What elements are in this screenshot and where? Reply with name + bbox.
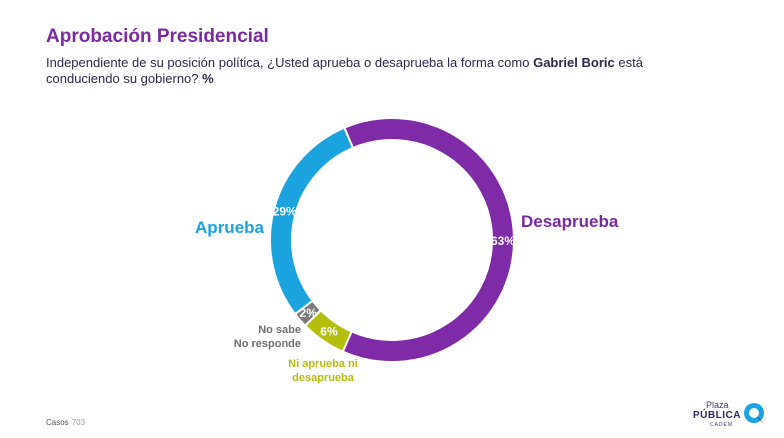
slice-desaprueba [341, 117, 515, 363]
casos-value: 703 [71, 418, 86, 427]
label-ni-aprueba-line2: desaprueba [292, 372, 354, 384]
label-ni-aprueba: Ni aprueba ni desaprueba [263, 357, 383, 385]
plaza-publica-logo: Plaza PÚBLICA CADEM [690, 400, 770, 430]
label-no-sabe-line2: No responde [233, 338, 301, 350]
slice-aprueba [269, 126, 355, 316]
logo-line1: Plaza [706, 400, 729, 410]
logo-bubble-icon [744, 403, 764, 424]
chart-title: Aprobación Presidencial [46, 26, 269, 47]
subtitle-text-1: Independiente de su posición política, ¿… [46, 55, 534, 70]
label-desaprueba: Desaprueba [521, 212, 619, 231]
casos-label: Casos [46, 418, 69, 427]
slice-value-aprueba: 29% [273, 205, 297, 219]
label-aprueba: Aprueba [195, 218, 264, 237]
subtitle-unit: % [202, 71, 214, 86]
label-ni-aprueba-line1: Ni aprueba ni [288, 358, 358, 370]
subtitle-bold-name: Gabriel Boric [533, 55, 615, 70]
label-no-sabe-line1: No sabe [258, 324, 301, 336]
slice-value-ni-aprueba-ni-desaprueba: 6% [320, 324, 338, 338]
chart-subtitle: Independiente de su posición política, ¿… [46, 55, 686, 87]
label-no-sabe: No sabe No responde [234, 323, 301, 351]
subtitle-text-2: está conduciendo su gobierno? [46, 55, 643, 86]
logo-line2: PÚBLICA [693, 410, 741, 421]
logo-line3: CADEM [710, 422, 734, 428]
slice-value-desaprueba: 63% [491, 234, 515, 248]
slice-value-no-sabe-no-responde: 2% [300, 306, 318, 320]
sample-size: Casos 703 [46, 418, 85, 427]
